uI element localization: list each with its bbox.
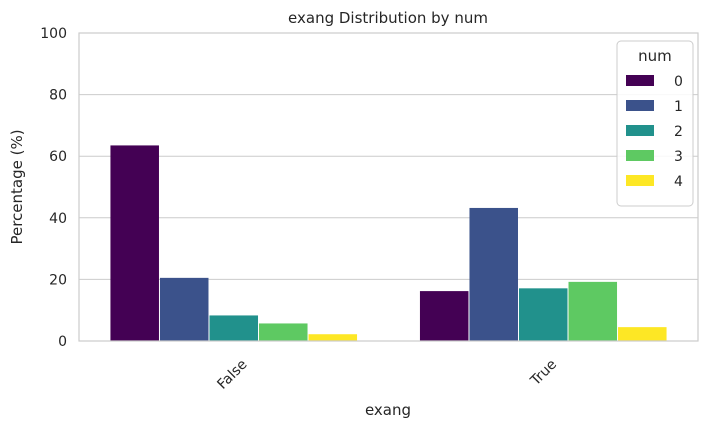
y-tick-label: 40 (49, 211, 67, 227)
bar-false-num-1 (159, 277, 209, 341)
bar-false-num-2 (209, 315, 259, 341)
bar-false-num-4 (308, 334, 358, 341)
x-axis-label: exang (365, 401, 411, 419)
bar-true-num-0 (419, 291, 469, 341)
legend-swatch-1 (626, 100, 654, 111)
y-tick-label: 100 (40, 26, 67, 42)
legend-swatch-2 (626, 125, 654, 136)
legend-title: num (638, 47, 672, 65)
x-tick-label-true: True (527, 357, 560, 390)
legend-swatch-0 (626, 75, 654, 86)
y-axis-label: Percentage (%) (8, 129, 26, 244)
y-tick-label: 0 (58, 334, 67, 350)
legend-label-4: 4 (674, 174, 683, 190)
legend-swatch-4 (626, 175, 654, 186)
bar-false-num-3 (259, 323, 308, 341)
legend-swatch-3 (626, 150, 654, 161)
plot-frame (78, 32, 699, 342)
y-tick-labels: 0 20 40 60 80 100 (40, 26, 67, 350)
bar-true-num-3 (568, 281, 618, 341)
bar-false-num-0 (110, 145, 159, 341)
bar-true-num-1 (469, 207, 518, 341)
legend-label-3: 3 (674, 149, 683, 165)
x-tick-labels: False True (214, 357, 560, 393)
legend-label-2: 2 (674, 124, 683, 140)
y-tick-label: 20 (49, 272, 67, 288)
legend-label-0: 0 (674, 74, 683, 90)
legend-label-1: 1 (674, 99, 683, 115)
x-tick-label-false: False (214, 357, 250, 393)
y-tick-label: 80 (49, 88, 67, 104)
y-tick-label: 60 (49, 149, 67, 165)
bars (110, 145, 667, 341)
bar-true-num-2 (518, 288, 568, 341)
chart-title: exang Distribution by num (288, 9, 488, 27)
bar-true-num-4 (618, 327, 667, 341)
